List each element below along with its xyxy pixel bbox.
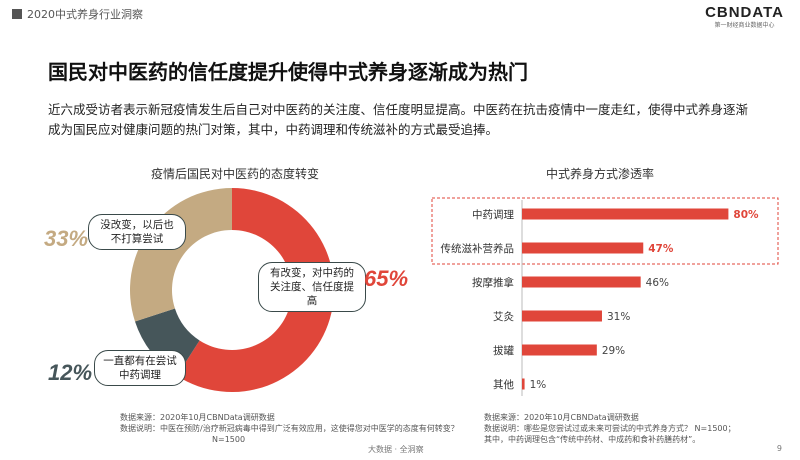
- pct-increased: 65%: [364, 266, 409, 291]
- page-title: 国民对中医药的信任度提升使得中式养身逐渐成为热门: [48, 60, 528, 84]
- bar-value-label: 80%: [733, 209, 759, 221]
- left-source-line2: 数据说明：中医在预防/治疗新冠病毒中得到广泛有效应用，这使得您对中医学的态度有何…: [120, 424, 459, 433]
- pct-unchanged: 33%: [44, 226, 89, 251]
- brand-name: CBNDATA: [705, 4, 784, 21]
- right-source-line3: 其中，中药调理包含“传统中药材、中成药和食补药膳药材”。: [484, 435, 701, 444]
- callout-unchanged-line2: 不打算尝试: [110, 233, 164, 245]
- intro-paragraph: 近六成受访者表示新冠疫情发生后自己对中医药的关注度、信任度明显提高。中医药在抗击…: [48, 102, 749, 137]
- section-label: 2020中式养身行业洞察: [27, 8, 143, 21]
- bar-category-label: 中药调理: [472, 208, 514, 221]
- section-marker-icon: [12, 9, 22, 19]
- callout-unchanged: 没改变，以后也 不打算尝试: [88, 214, 186, 250]
- callout-trying-line2: 中药调理: [119, 369, 161, 381]
- callout-unchanged-line1: 没改变，以后也: [100, 219, 174, 231]
- donut-slice-increased: [176, 188, 334, 392]
- bar: [522, 208, 729, 220]
- left-source-line3: N=1500: [212, 435, 246, 444]
- bar-category-label: 传统滋补营养品: [441, 242, 515, 255]
- bar: [522, 310, 602, 322]
- bar-value-label: 29%: [602, 345, 625, 357]
- callout-trying-line1: 一直都有在尝试: [103, 355, 177, 367]
- right-source-line2: 数据说明：哪些是您尝试过或未来可尝试的中式养身方式？ N=1500；: [484, 424, 736, 433]
- left-source-line1: 数据来源：2020年10月CBNData调研数据: [120, 413, 275, 422]
- bar: [522, 276, 641, 288]
- callout-increased-line1: 有改变，对中药的: [270, 267, 354, 279]
- pct-trying: 12%: [48, 360, 93, 385]
- brand-logo: CBNDATA 第一财经商业数据中心: [705, 4, 784, 29]
- page-number: 9: [776, 444, 782, 453]
- bar-value-label: 46%: [646, 277, 669, 289]
- left-source: 数据来源：2020年10月CBNData调研数据 数据说明：中医在预防/治疗新冠…: [120, 412, 459, 445]
- right-source: 数据来源：2020年10月CBNData调研数据 数据说明：哪些是您尝试过或未来…: [484, 412, 736, 445]
- bar: [522, 378, 525, 390]
- bar-chart-title: 中式养身方式渗透率: [545, 167, 654, 181]
- bar-category-label: 按摩推拿: [472, 276, 514, 289]
- donut-slice-unchanged: [129, 188, 232, 322]
- callout-trying: 一直都有在尝试 中药调理: [94, 350, 186, 386]
- brand-subtitle: 第一财经商业数据中心: [714, 22, 775, 29]
- bar-category-label: 拔罐: [493, 344, 514, 357]
- donut-chart-title: 疫情后国民对中医药的态度转变: [150, 167, 319, 181]
- bar-category-label: 其他: [493, 378, 514, 391]
- bar: [522, 242, 644, 254]
- callout-increased: 有改变，对中药的 关注度、信任度提高: [258, 262, 366, 312]
- bar-category-label: 艾灸: [493, 310, 514, 323]
- bar: [522, 344, 597, 356]
- bar-value-label: 1%: [530, 379, 547, 391]
- bar-value-label: 31%: [607, 311, 630, 323]
- section-header: 2020中式养身行业洞察: [12, 6, 143, 22]
- highlight-box: [431, 197, 779, 265]
- footer-tagline: 大数据 · 全洞察: [368, 445, 424, 454]
- right-source-line1: 数据来源：2020年10月CBNData调研数据: [484, 413, 639, 422]
- bar-value-label: 47%: [648, 243, 674, 255]
- callout-increased-line2: 关注度、信任度提高: [270, 281, 354, 307]
